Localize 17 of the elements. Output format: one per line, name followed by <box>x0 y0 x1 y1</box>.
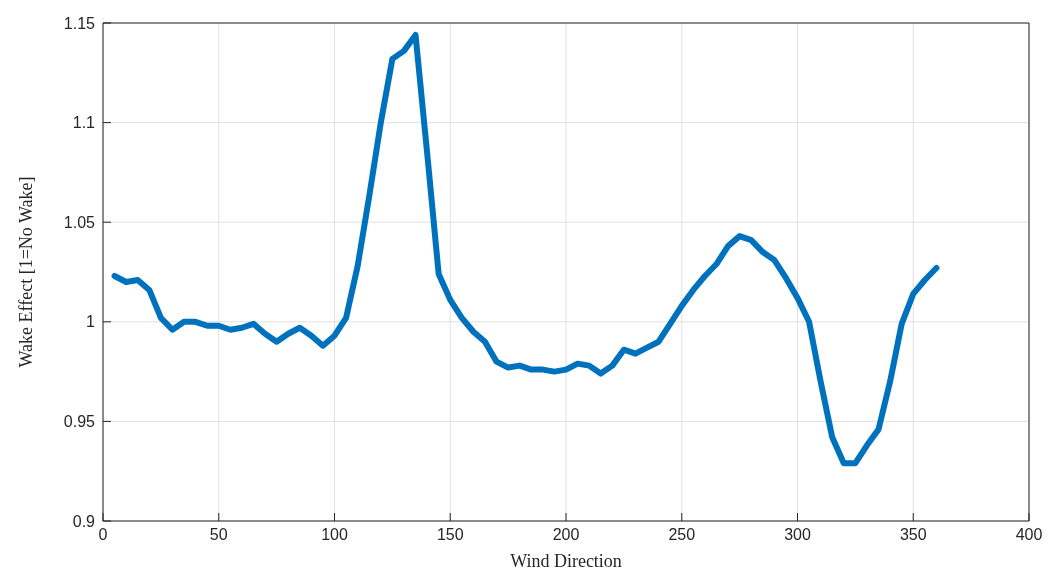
x-axis-title: Wind Direction <box>510 551 622 571</box>
y-axis-title: Wake Effect [1=No Wake] <box>16 176 37 368</box>
y-tick-label: 1.1 <box>72 114 96 132</box>
x-tick-label: 150 <box>436 526 464 544</box>
x-tick-label: 0 <box>98 526 108 544</box>
x-tick-label: 400 <box>1015 526 1043 544</box>
x-tick-label: 300 <box>784 526 811 544</box>
x-tick-label: 50 <box>209 526 228 544</box>
x-tick-label: 200 <box>552 526 580 544</box>
x-tick-label: 350 <box>899 526 927 544</box>
y-tick-label: 1.15 <box>63 14 96 32</box>
y-tick-label: 0.95 <box>63 413 96 431</box>
y-tick-label: 1.05 <box>63 213 96 231</box>
x-tick-label: 250 <box>668 526 696 544</box>
x-tick-label: 100 <box>321 526 348 544</box>
y-tick-label: 1 <box>86 313 96 331</box>
y-tick-label: 0.9 <box>72 512 96 530</box>
